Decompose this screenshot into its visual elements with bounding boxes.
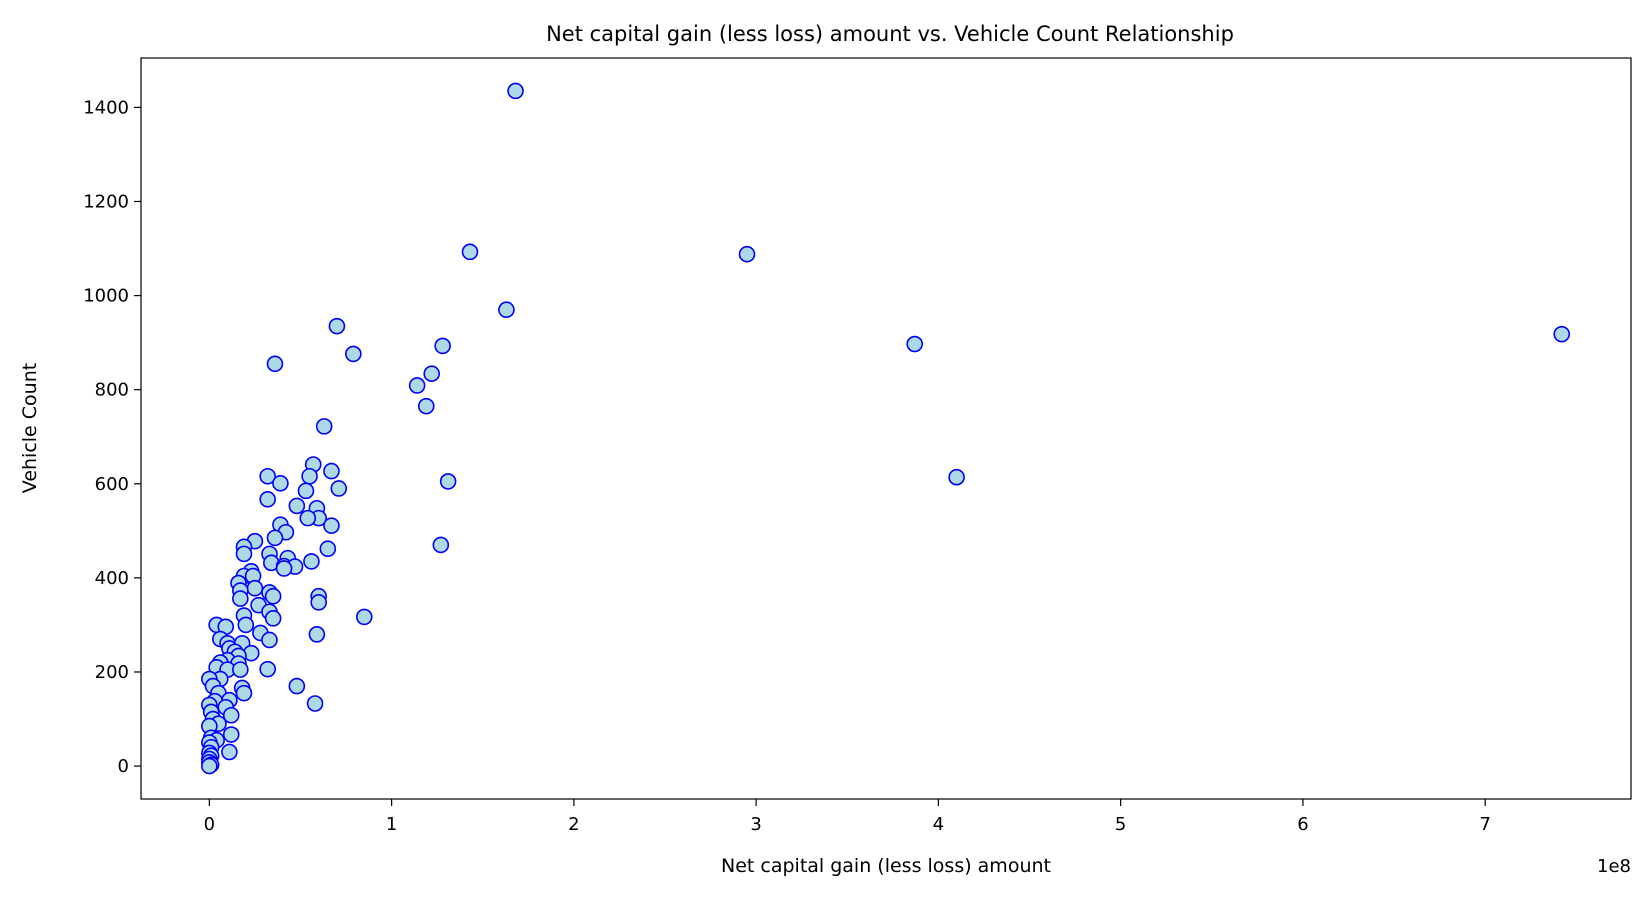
data-point [432,536,450,554]
data-point [259,660,276,678]
data-point [417,397,435,415]
y-tick-label: 600 [95,474,129,495]
y-tick-label: 1400 [83,97,129,118]
data-point [439,473,457,490]
data-point [948,468,965,486]
data-point [319,540,337,558]
data-point [301,467,318,485]
data-point [222,726,240,743]
x-tick-label: 4 [933,814,944,835]
data-point [222,706,240,724]
data-point [1553,325,1571,343]
data-point [259,467,276,485]
data-point [299,509,317,527]
x-tick-label: 0 [204,814,215,835]
data-point [288,497,306,515]
y-axis: 0 200 400 600 800 1000 1200 1400 [83,97,141,777]
x-tick-label: 6 [1297,814,1308,835]
data-point [266,355,284,373]
y-axis-label: Vehicle Count [19,363,41,493]
data-point [507,82,524,100]
y-tick-label: 400 [95,568,129,589]
data-point [297,482,315,500]
data-point [201,757,218,775]
data-point [345,345,362,363]
y-tick-label: 200 [95,662,129,683]
x-tick-label: 7 [1479,814,1490,835]
data-point [310,594,328,611]
data-point [308,626,326,643]
data-point [259,491,276,508]
y-tick-label: 1000 [83,286,129,307]
data-point [323,517,340,534]
data-point [221,743,238,761]
data-point [272,475,289,492]
data-point [738,245,756,263]
data-point [232,661,249,678]
x-tick-label: 1 [386,814,397,835]
x-axis-offset-label: 1e8 [1597,856,1631,877]
y-tick-label: 800 [95,380,129,401]
data-point [423,365,441,382]
y-tick-label: 1200 [83,191,129,212]
data-point [498,301,515,319]
data-point [434,337,451,355]
x-axis-label: Net capital gain (less loss) amount [721,855,1051,877]
plot-points [201,82,1571,775]
data-point [235,545,253,563]
data-point [461,243,479,261]
data-point [906,335,924,353]
data-point [323,462,340,480]
data-point [264,610,282,627]
data-point [275,560,293,577]
data-point [330,480,348,497]
data-point [237,616,255,634]
y-tick-label: 0 [118,756,129,777]
data-point [264,587,282,605]
data-point [235,684,253,702]
data-point [266,529,284,547]
data-point [328,317,346,335]
chart-title: Net capital gain (less loss) amount vs. … [546,22,1234,46]
x-tick-label: 3 [750,814,761,835]
data-point [355,608,373,626]
data-point [303,553,320,570]
plot-frame [140,57,1632,800]
data-point [288,677,306,695]
data-point [246,579,264,597]
data-point [232,590,249,607]
data-point [261,631,278,649]
x-axis: 0 1 2 3 4 5 6 7 [204,799,1491,835]
x-tick-label: 5 [1115,814,1126,835]
data-point [315,418,333,435]
x-tick-label: 2 [568,814,579,835]
data-point [408,377,426,394]
data-point [306,695,324,712]
